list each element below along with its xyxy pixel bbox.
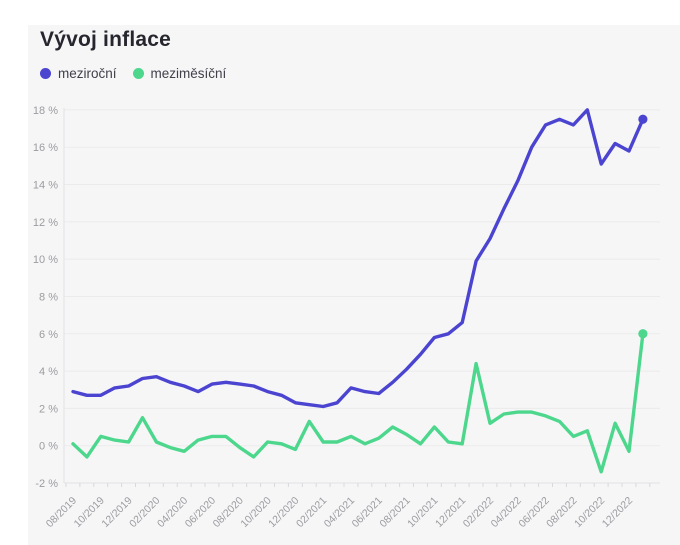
svg-text:18 %: 18 %: [33, 105, 58, 117]
legend-label-mezirocni: meziroční: [58, 66, 117, 81]
series-end-dot: [638, 329, 648, 339]
svg-text:12 %: 12 %: [33, 217, 58, 229]
svg-text:16 %: 16 %: [33, 142, 58, 154]
x-axis-labels: 08/201910/201912/201902/202004/202006/20…: [44, 495, 635, 530]
legend-label-mezimesicni: meziměsíční: [150, 66, 227, 81]
svg-text:10 %: 10 %: [33, 254, 58, 266]
x-axis-ticks: [65, 483, 651, 487]
gridlines: [64, 109, 660, 484]
series-mezimesicni: [71, 329, 648, 474]
page-title: Vývoj inflace: [40, 28, 171, 51]
series-end-dot: [638, 114, 648, 124]
svg-text:-2 %: -2 %: [35, 478, 58, 490]
svg-text:14 %: 14 %: [33, 180, 58, 192]
svg-text:0 %: 0 %: [39, 441, 58, 453]
legend-item-mezimesicni[interactable]: meziměsíční: [132, 66, 227, 81]
svg-text:2 %: 2 %: [39, 403, 58, 415]
svg-text:8 %: 8 %: [39, 291, 58, 303]
svg-text:12/2022: 12/2022: [600, 495, 635, 530]
y-axis-labels: 18 % 16 % 14 % 12 % 10 % 8 % 6 % 4 % 2 % 0 % -2 %: [33, 105, 58, 490]
svg-text:6 %: 6 %: [39, 329, 58, 341]
mezirocni-color-dot-icon: [40, 68, 51, 79]
mezimesicni-color-dot-icon: [132, 68, 144, 79]
legend-item-mezirocni[interactable]: meziroční: [40, 66, 117, 81]
chart-card: [28, 25, 680, 545]
series-mezirocni: [71, 108, 648, 409]
svg-text:4 %: 4 %: [39, 366, 58, 378]
axes: [63, 107, 660, 484]
chart-legend: meziroční meziměsíční: [40, 66, 226, 81]
